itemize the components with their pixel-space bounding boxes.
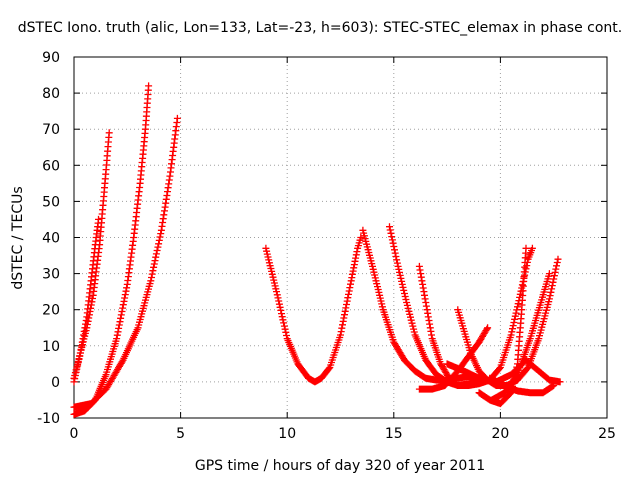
point-markers	[70, 215, 102, 386]
y-tick-label: -10	[37, 411, 60, 427]
point-markers	[486, 374, 558, 397]
y-tick-label: 10	[42, 339, 60, 355]
x-tick-label: 20	[491, 426, 509, 442]
y-tick-label: 80	[42, 86, 60, 102]
series-arc-5	[262, 234, 365, 386]
y-tick-label: 50	[42, 194, 60, 210]
series-arc-2	[70, 129, 113, 382]
x-tick-label: 5	[176, 426, 185, 442]
x-axis: 0 5 10 15 20 25	[70, 57, 616, 442]
x-tick-label: 25	[598, 426, 616, 442]
y-axis: -10 0 10 20 30 40 50 60 70 80 90	[37, 50, 607, 427]
x-tick-label: 0	[70, 426, 79, 442]
y-axis-label: dSTEC / TECUs	[10, 186, 26, 289]
series-arc-4	[70, 114, 181, 411]
x-tick-label: 10	[278, 426, 296, 442]
y-tick-label: 60	[42, 158, 60, 174]
series-arc-1	[70, 215, 102, 386]
y-tick-label: 90	[42, 50, 60, 66]
x-axis-label: GPS time / hours of day 320 of year 2011	[195, 458, 485, 474]
y-tick-label: 40	[42, 231, 60, 247]
series-arc-14	[486, 374, 558, 397]
x-tick-label: 15	[385, 426, 403, 442]
point-markers	[70, 114, 181, 411]
y-tick-label: 0	[51, 375, 60, 391]
point-markers	[70, 129, 113, 382]
y-tick-label: 70	[42, 122, 60, 138]
y-tick-label: 20	[42, 303, 60, 319]
y-tick-label: 30	[42, 267, 60, 283]
data-series	[70, 82, 564, 418]
chart-title: dSTEC Iono. truth (alic, Lon=133, Lat=-2…	[18, 20, 622, 36]
point-markers	[262, 234, 365, 386]
